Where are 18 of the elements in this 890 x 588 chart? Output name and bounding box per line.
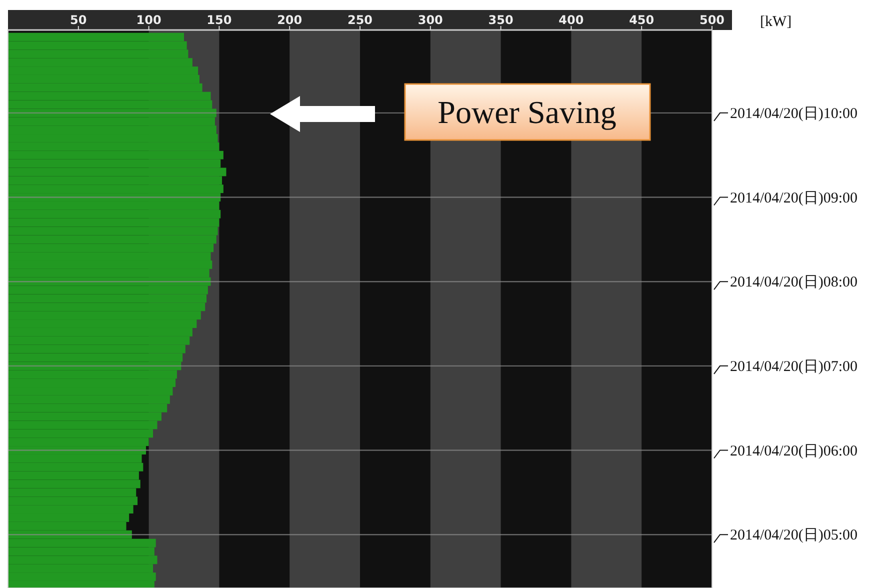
x-tick-label: 200	[277, 13, 302, 27]
y-tick-label: 2014/04/20(日)09:00	[730, 190, 858, 206]
x-tick-label: 50	[70, 13, 87, 27]
x-tick-label: 100	[136, 13, 162, 27]
x-tick-label: 450	[629, 13, 654, 27]
annotation: Power Saving	[438, 94, 616, 130]
x-tick-label: 400	[558, 13, 584, 27]
x-tick-label: 350	[488, 13, 514, 27]
x-axis-title: [kW]	[760, 14, 792, 30]
y-tick-label: 2014/04/20(日)06:00	[730, 443, 858, 460]
x-tick-label: 300	[418, 13, 443, 27]
y-tick-label: 2014/04/20(日)10:00	[730, 106, 858, 122]
y-tick-label: 2014/04/20(日)05:00	[730, 528, 858, 544]
y-tick-label: 2014/04/20(日)08:00	[730, 274, 858, 291]
x-tick-label: 150	[206, 13, 232, 27]
x-tick-label: 500	[699, 13, 725, 27]
y-tick-label: 2014/04/20(日)07:00	[730, 358, 858, 375]
x-tick-label: 250	[347, 13, 373, 27]
